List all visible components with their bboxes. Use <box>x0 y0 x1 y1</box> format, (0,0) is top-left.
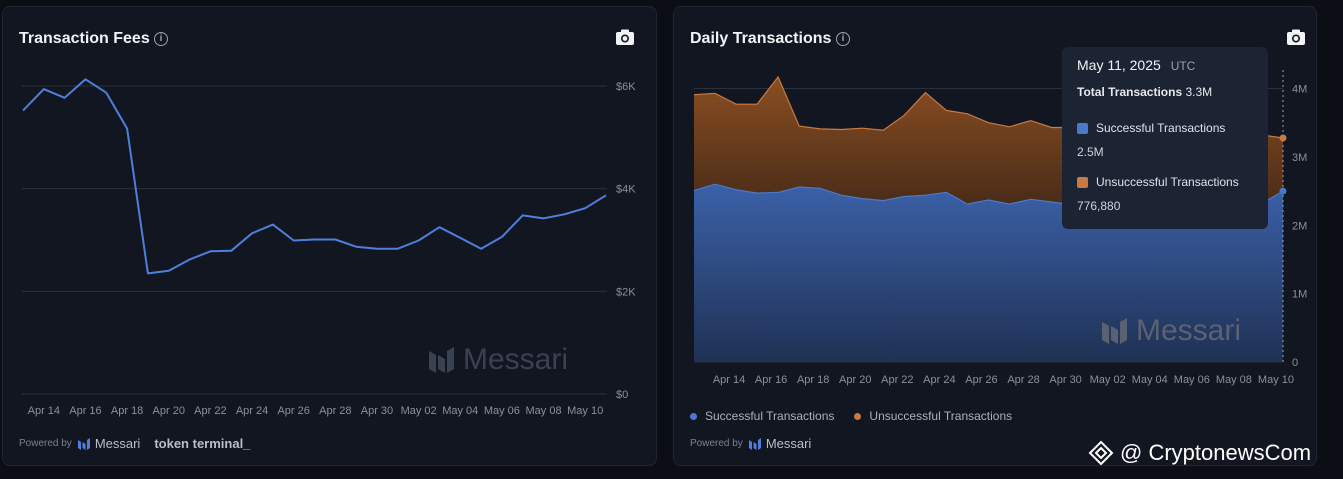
legend-unsuccessful-label: Unsuccessful Transactions <box>869 409 1013 423</box>
tx-y-tick-label: 0 <box>1292 357 1298 369</box>
messari-watermark-icon <box>1102 318 1127 344</box>
tooltip-total-value: 3.3M <box>1185 85 1213 99</box>
fees-y-tick-label: $2K <box>616 286 636 298</box>
fees-brand[interactable]: Messari <box>77 436 141 451</box>
fees-x-tick-label: May 06 <box>484 405 520 417</box>
fees-x-tick-label: Apr 22 <box>194 405 226 417</box>
fees-camera-icon[interactable] <box>615 28 635 46</box>
fees-series-line <box>22 78 607 275</box>
tx-x-tick-label: May 08 <box>1216 374 1252 386</box>
tx-x-tick-label: Apr 26 <box>965 374 997 386</box>
tx-y-tick-label: 2M <box>1292 220 1307 232</box>
tx-brand-text: Messari <box>765 436 812 451</box>
hover-point-successful <box>1279 187 1287 195</box>
fees-info-icon[interactable]: i <box>154 32 168 46</box>
tx-x-tick-label: May 10 <box>1258 374 1294 386</box>
tooltip-successful-swatch <box>1077 122 1088 134</box>
tx-x-tick-label: May 02 <box>1090 374 1126 386</box>
tx-watermark-text: Messari <box>1136 314 1242 347</box>
fees-x-tick-label: Apr 20 <box>153 405 185 417</box>
tx-x-tick-label: May 04 <box>1132 374 1168 386</box>
fees-brand-text: Messari <box>94 436 141 451</box>
tx-messari-watermark: Messari <box>1100 314 1241 348</box>
fees-y-tick-label: $0 <box>616 389 628 401</box>
tx-info-icon[interactable]: i <box>836 32 850 46</box>
tx-x-tick-label: Apr 24 <box>923 374 955 386</box>
cryptonews-handle: @ CryptonewsCom <box>1120 440 1312 465</box>
tx-x-tick-label: Apr 20 <box>839 374 871 386</box>
legend-successful[interactable]: Successful Transactions <box>690 409 834 423</box>
fees-x-tick-label: Apr 24 <box>236 405 268 417</box>
messari-logo-icon <box>748 437 761 450</box>
fees-x-tick-label: May 02 <box>401 405 437 417</box>
hover-point-unsuccessful <box>1279 134 1287 142</box>
messari-watermark-icon <box>429 347 454 373</box>
tx-x-tick-label: Apr 30 <box>1049 374 1081 386</box>
fees-powered-by: Powered by Messari token terminal_ <box>19 436 250 451</box>
transaction-fees-card: Transaction Fees i Messari Powered by Me… <box>2 6 657 466</box>
fees-x-tick-label: Apr 26 <box>277 405 309 417</box>
fees-messari-watermark: Messari <box>427 343 568 377</box>
fees-title: Transaction Fees <box>19 30 150 47</box>
legend-successful-swatch <box>690 412 697 420</box>
tooltip-total: Total Transactions 3.3M <box>1077 85 1253 99</box>
fees-x-tick-label: Apr 16 <box>69 405 101 417</box>
fees-x-tick-label: Apr 14 <box>28 405 60 417</box>
fees-x-tick-label: Apr 30 <box>361 405 393 417</box>
messari-logo-icon <box>77 437 90 450</box>
legend-successful-label: Successful Transactions <box>705 409 835 423</box>
fees-x-tick-label: May 10 <box>567 405 603 417</box>
legend-unsuccessful-swatch <box>854 412 862 420</box>
fees-powered-label: Powered by <box>19 438 72 449</box>
tx-x-tick-label: Apr 16 <box>755 374 787 386</box>
tooltip-date-text: May 11, 2025 <box>1077 57 1161 73</box>
binance-diamond-icon <box>1088 440 1114 466</box>
fees-x-tick-label: May 08 <box>525 405 561 417</box>
cryptonews-watermark: @ CryptonewsCom <box>1088 440 1311 466</box>
tooltip-timezone: UTC <box>1170 59 1196 73</box>
tooltip-unsuccessful: Unsuccessful Transactions <box>1077 175 1253 189</box>
legend-unsuccessful[interactable]: Unsuccessful Transactions <box>854 409 1012 423</box>
tx-powered-by: Powered by Messari <box>690 436 811 451</box>
tx-legend: Successful Transactions Unsuccessful Tra… <box>690 409 1012 423</box>
tooltip-total-label: Total Transactions <box>1077 85 1183 99</box>
tooltip-successful-label: Successful Transactions <box>1096 121 1226 135</box>
tx-tooltip: May 11, 2025 UTC Total Transactions 3.3M… <box>1062 47 1268 229</box>
tooltip-unsuccessful-label: Unsuccessful Transactions <box>1096 175 1239 189</box>
tx-y-tick-label: 1M <box>1292 289 1307 301</box>
fees-watermark-text: Messari <box>463 343 569 376</box>
fees-x-tick-label: Apr 28 <box>319 405 351 417</box>
tx-powered-label: Powered by <box>690 438 743 449</box>
fees-y-tick-label: $4K <box>616 184 636 196</box>
tooltip-unsuccessful-swatch <box>1077 176 1088 188</box>
tx-x-tick-label: Apr 18 <box>797 374 829 386</box>
tx-camera-icon[interactable] <box>1286 28 1306 46</box>
tx-x-tick-label: Apr 28 <box>1007 374 1039 386</box>
token-terminal-link[interactable]: token terminal_ <box>154 436 251 451</box>
tooltip-successful: Successful Transactions <box>1077 121 1253 135</box>
tx-y-tick-label: 4M <box>1292 84 1307 96</box>
tooltip-unsuccessful-value: 776,880 <box>1077 199 1121 213</box>
fees-x-tick-label: May 04 <box>442 405 478 417</box>
tx-x-tick-label: May 06 <box>1174 374 1210 386</box>
tx-x-tick-label: Apr 22 <box>881 374 913 386</box>
tx-y-tick-label: 3M <box>1292 152 1307 164</box>
tx-x-tick-label: Apr 14 <box>713 374 745 386</box>
tx-title: Daily Transactions <box>690 30 832 47</box>
tooltip-date: May 11, 2025 UTC <box>1077 57 1253 73</box>
fees-x-tick-label: Apr 18 <box>111 405 143 417</box>
tooltip-successful-value: 2.5M <box>1077 145 1104 159</box>
tx-brand[interactable]: Messari <box>748 436 812 451</box>
fees-y-tick-label: $6K <box>616 81 636 93</box>
